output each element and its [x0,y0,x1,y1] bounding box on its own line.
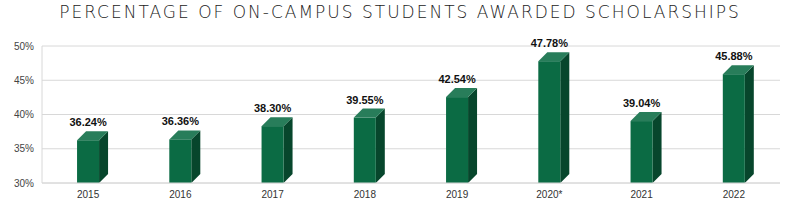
svg-text:50%: 50% [14,41,34,52]
svg-text:40%: 40% [14,109,34,120]
svg-text:2022: 2022 [723,189,746,200]
svg-text:2021: 2021 [631,189,654,200]
svg-text:45.88%: 45.88% [715,50,753,62]
svg-text:38.30%: 38.30% [254,102,292,114]
svg-text:47.78%: 47.78% [531,37,569,49]
svg-text:42.54%: 42.54% [438,73,476,85]
svg-text:35%: 35% [14,143,34,154]
svg-text:45%: 45% [14,75,34,86]
svg-text:2015: 2015 [77,189,100,200]
svg-text:2020*: 2020* [536,189,562,200]
svg-text:2018: 2018 [354,189,377,200]
svg-text:2017: 2017 [262,189,285,200]
svg-text:2016: 2016 [169,189,192,200]
svg-text:36.36%: 36.36% [162,115,200,127]
svg-text:36.24%: 36.24% [69,116,107,128]
svg-text:39.55%: 39.55% [346,94,384,106]
svg-text:39.04%: 39.04% [623,97,661,109]
svg-text:2019: 2019 [446,189,469,200]
svg-text:30%: 30% [14,178,34,189]
html-text:PERCENTAGE OF ON-CAMPUS STUDEN: PERCENTAGE OF ON-CAMPUS STUDENTS AWARDED… [59,2,741,22]
